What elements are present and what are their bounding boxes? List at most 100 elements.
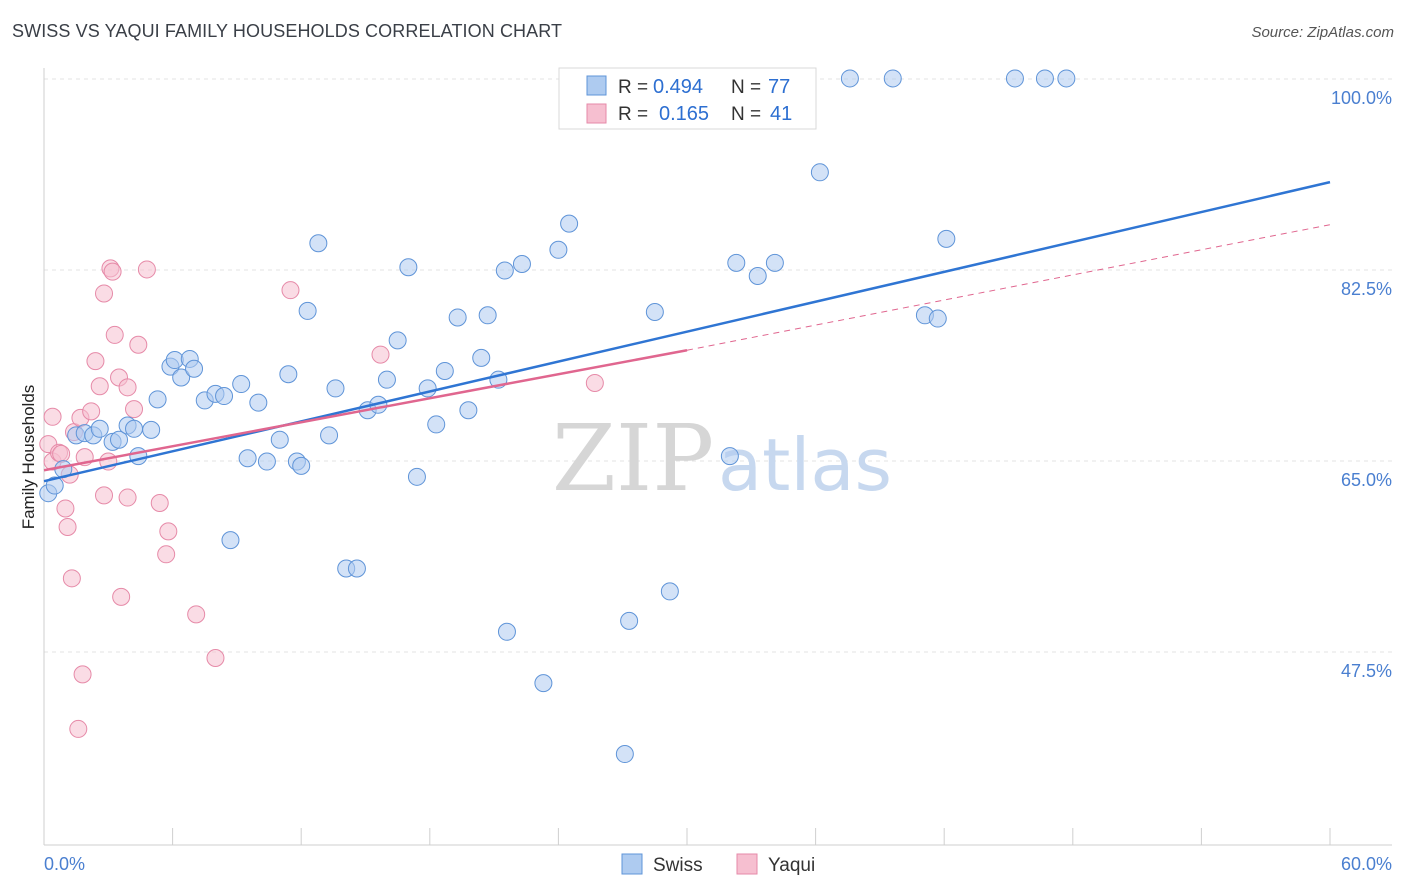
- bottom-legend-label-swiss: Swiss: [653, 855, 703, 876]
- yaqui-point-16: [90, 377, 109, 396]
- legend-n-value-swiss: 77: [768, 76, 790, 98]
- watermark: ZIP atlas: [552, 405, 892, 512]
- yaqui-point-30: [150, 494, 169, 513]
- yaqui-point-6: [58, 518, 77, 537]
- swiss-point-10: [125, 419, 144, 438]
- swiss-point-47: [459, 401, 478, 420]
- yaqui-point-33: [187, 605, 206, 624]
- swiss-point-8: [110, 430, 129, 449]
- swiss-point-34: [326, 379, 345, 398]
- x-tick-label-min: 0.0%: [44, 854, 85, 874]
- swiss-point-13: [148, 390, 167, 409]
- yaqui-point-12: [73, 665, 92, 684]
- yaqui-trend-line-1: [43, 348, 688, 472]
- yaqui-point-5: [56, 499, 75, 518]
- swiss-point-23: [232, 375, 251, 394]
- x-tick-label-max: 60.0%: [1341, 854, 1392, 874]
- swiss-point-74: [1035, 69, 1054, 88]
- swiss-point-1: [45, 476, 64, 495]
- yaqui-point-14: [82, 402, 101, 421]
- legend-swatch-yaqui: [586, 103, 607, 124]
- swiss-point-36: [347, 559, 366, 578]
- swiss-point-72: [937, 229, 956, 248]
- chart-title: SWISS VS YAQUI FAMILY HOUSEHOLDS CORRELA…: [12, 21, 563, 41]
- yaqui-point-8: [62, 569, 81, 588]
- swiss-point-41: [399, 258, 418, 277]
- yaqui-point-31: [157, 545, 176, 564]
- swiss-point-12: [142, 420, 161, 439]
- swiss-point-15: [165, 351, 184, 370]
- swiss-point-55: [549, 240, 568, 259]
- watermark-atlas: atlas: [718, 423, 892, 507]
- x-axis-ticks: [43, 828, 1331, 845]
- swiss-point-26: [257, 452, 276, 471]
- legend-n-label-yaqui: N =: [731, 104, 761, 125]
- yaqui-point-4: [52, 444, 71, 463]
- swiss-point-45: [435, 361, 454, 380]
- swiss-point-53: [512, 254, 531, 273]
- swiss-point-59: [620, 611, 639, 630]
- yaqui-point-1: [43, 407, 62, 426]
- legend-r-value-swiss: 0.494: [653, 76, 703, 98]
- swiss-point-63: [720, 447, 739, 466]
- yaqui-trend-line-2: [686, 224, 1331, 351]
- yaqui-point-29: [137, 260, 156, 279]
- swiss-point-18: [185, 359, 204, 378]
- swiss-point-44: [427, 415, 446, 434]
- swiss-point-58: [615, 745, 634, 764]
- yaqui-point-26: [118, 488, 137, 507]
- stats-legend: R = 0.494 N = 77 R = 0.165 N = 41: [558, 67, 817, 130]
- yaqui-point-22: [105, 325, 124, 344]
- swiss-point-6: [90, 419, 109, 438]
- yaqui-point-10: [69, 719, 88, 738]
- legend-r-value-yaqui: 0.165: [659, 103, 709, 125]
- swiss-series: [39, 69, 1076, 764]
- yaqui-point-17: [95, 284, 114, 303]
- bottom-legend-label-yaqui: Yaqui: [768, 855, 815, 876]
- swiss-point-27: [270, 430, 289, 449]
- yaqui-point-21: [103, 262, 122, 281]
- y-axis-tick-labels: 47.5% 65.0% 82.5% 100.0%: [1331, 88, 1392, 681]
- yaqui-point-32: [159, 522, 178, 541]
- watermark-zip: ZIP: [552, 405, 714, 512]
- swiss-point-60: [645, 303, 664, 322]
- legend-swatch-swiss: [586, 75, 607, 96]
- legend-r-label-yaqui: R =: [618, 104, 648, 125]
- yaqui-point-24: [112, 587, 131, 606]
- yaqui-point-35: [281, 281, 300, 300]
- swiss-point-71: [928, 309, 947, 328]
- swiss-point-46: [448, 308, 467, 327]
- swiss-point-16: [172, 368, 191, 387]
- swiss-point-21: [215, 387, 234, 406]
- yaqui-series: [39, 259, 604, 738]
- swiss-point-22: [221, 531, 240, 550]
- swiss-point-24: [238, 449, 257, 468]
- swiss-point-56: [560, 214, 579, 233]
- bottom-legend-swatch-swiss: [621, 853, 643, 875]
- legend-n-value-yaqui: 41: [770, 103, 792, 125]
- yaqui-point-18: [95, 486, 114, 505]
- yaqui-point-36: [371, 345, 390, 364]
- y-tick-label-3: 100.0%: [1331, 88, 1392, 108]
- swiss-point-25: [249, 393, 268, 412]
- source-label: Source: ZipAtlas.com: [1251, 24, 1394, 41]
- swiss-point-66: [765, 253, 784, 272]
- yaqui-point-28: [129, 335, 148, 354]
- swiss-point-49: [478, 306, 497, 325]
- yaqui-point-34: [206, 648, 225, 667]
- y-tick-label-0: 47.5%: [1341, 661, 1392, 681]
- swiss-point-28: [279, 365, 298, 384]
- swiss-point-30: [292, 456, 311, 475]
- yaqui-point-15: [86, 352, 105, 371]
- swiss-point-32: [309, 234, 328, 253]
- bottom-legend: Swiss Yaqui: [621, 853, 815, 876]
- swiss-point-64: [727, 253, 746, 272]
- yaqui-point-37: [585, 373, 604, 392]
- swiss-point-67: [810, 163, 829, 182]
- legend-r-label-swiss: R =: [618, 77, 648, 98]
- swiss-point-61: [660, 582, 679, 601]
- yaqui-point-25: [118, 378, 137, 397]
- swiss-point-51: [495, 261, 514, 280]
- axes: [43, 68, 1392, 846]
- swiss-point-69: [883, 69, 902, 88]
